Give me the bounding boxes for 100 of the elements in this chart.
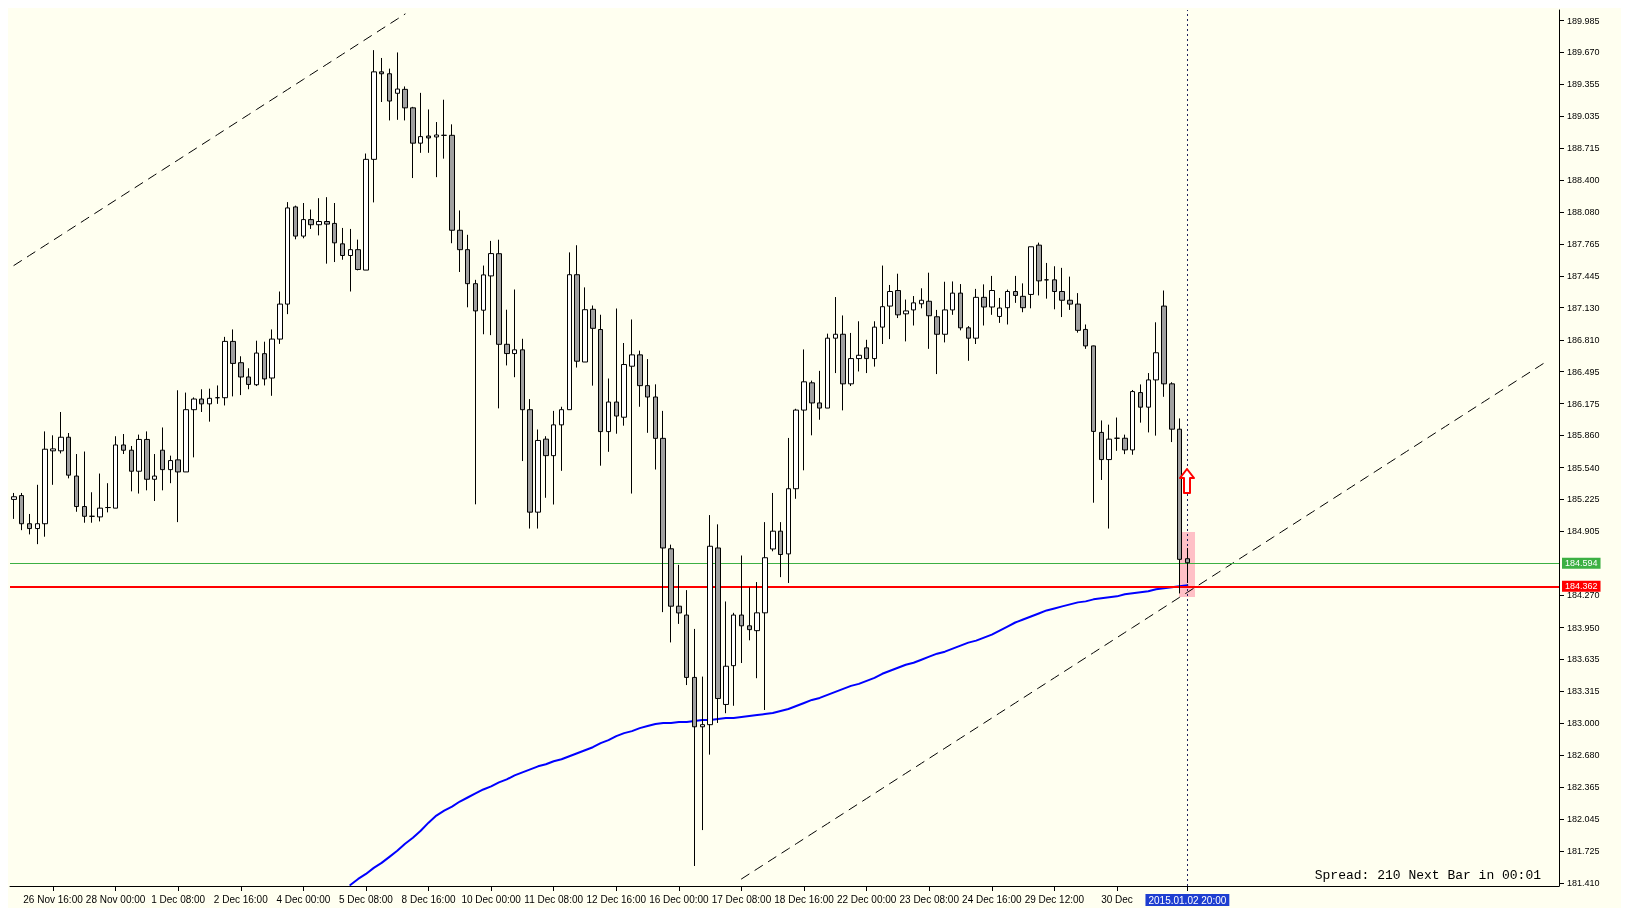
candlestick xyxy=(504,309,510,366)
candlestick xyxy=(966,325,971,362)
candlestick xyxy=(457,209,463,273)
candlestick xyxy=(919,287,924,309)
x-tick-label: 2 Dec 16:00 xyxy=(213,893,269,905)
candlestick xyxy=(1114,417,1120,452)
candlestick xyxy=(152,453,157,502)
ref-line-label: 184.594 xyxy=(1565,558,1598,569)
candlestick xyxy=(262,341,267,386)
candlestick xyxy=(1161,290,1167,398)
candlestick xyxy=(559,406,564,472)
candlestick xyxy=(199,388,204,413)
candlestick xyxy=(379,57,384,103)
candlestick xyxy=(308,209,314,230)
candlestick xyxy=(144,430,150,491)
line-series xyxy=(349,584,1189,886)
candlestick xyxy=(1169,381,1175,443)
candlestick xyxy=(817,370,822,421)
x-tick-label: 5 Dec 08:00 xyxy=(338,893,394,905)
candlestick xyxy=(441,99,447,160)
candlestick xyxy=(269,328,275,397)
x-tick-label: 16 Dec 00:00 xyxy=(649,893,710,905)
candlestick xyxy=(121,433,126,455)
candlestick xyxy=(129,445,134,492)
candlestick xyxy=(277,291,283,345)
x-tick-label: 18 Dec 16:00 xyxy=(774,893,835,905)
candlestick xyxy=(215,384,220,405)
candlestick xyxy=(324,196,330,265)
candlestick xyxy=(332,202,337,263)
candlestick xyxy=(762,521,768,711)
candlestick xyxy=(723,600,729,714)
candlestick xyxy=(700,676,705,831)
y-tick-label: 189.355 xyxy=(1567,78,1600,89)
y-tick-label: 186.495 xyxy=(1567,366,1600,377)
candlestick xyxy=(793,408,799,500)
annotation: Spread: 210 Next Bar in 00:01 xyxy=(1314,868,1542,883)
candlestick xyxy=(395,51,400,121)
candlestick xyxy=(1106,424,1112,530)
x-tick-label: 8 Dec 16:00 xyxy=(401,893,456,905)
y-tick-label: 182.365 xyxy=(1567,781,1600,792)
candlestick xyxy=(809,380,815,436)
x-tick-label: 23 Dec 08:00 xyxy=(899,893,960,905)
candlestick xyxy=(1130,389,1135,456)
y-tick-label: 187.765 xyxy=(1567,238,1600,249)
candlestick xyxy=(973,288,979,345)
x-tick-label: 1 Dec 08:00 xyxy=(151,893,206,905)
candlestick xyxy=(105,482,111,513)
candlestick xyxy=(254,340,259,387)
candlestick xyxy=(183,392,189,473)
y-tick-label: 183.950 xyxy=(1567,622,1600,633)
candlestick xyxy=(168,455,173,484)
candlestick xyxy=(833,296,838,374)
candlestick xyxy=(606,378,611,453)
candlestick xyxy=(911,295,916,326)
candlestick xyxy=(27,513,32,535)
candlestick xyxy=(543,435,549,499)
candlestick xyxy=(981,283,987,326)
candlestick xyxy=(864,339,869,374)
candlestick xyxy=(66,432,71,479)
candlestick xyxy=(175,389,181,523)
candlestick xyxy=(637,350,643,408)
candlestick xyxy=(1059,267,1065,318)
y-tick-label: 185.225 xyxy=(1567,494,1600,505)
x-tick-label: 28 Nov 00:00 xyxy=(85,893,146,905)
x-tick-label: 26 Nov 16:00 xyxy=(23,893,84,905)
candlestick xyxy=(496,239,502,409)
candlestick xyxy=(707,514,713,756)
candlestick xyxy=(840,314,846,411)
candlestick xyxy=(629,318,635,495)
candlestick xyxy=(692,628,697,867)
candlestick xyxy=(645,358,650,434)
candlestick xyxy=(136,434,142,495)
candlestick xyxy=(903,299,909,342)
candlestick xyxy=(1177,417,1182,594)
candlestick xyxy=(1020,282,1026,313)
candlestick xyxy=(739,555,744,664)
y-tick-label: 181.410 xyxy=(1567,877,1600,888)
candlestick xyxy=(285,201,290,315)
candlestick xyxy=(715,523,721,724)
candlestick xyxy=(582,286,588,363)
candlestick xyxy=(621,342,627,427)
candlestick xyxy=(301,202,306,239)
y-tick-label: 181.725 xyxy=(1567,846,1600,857)
candlestick xyxy=(434,121,439,178)
candlestick xyxy=(11,492,17,520)
candlestick xyxy=(348,228,353,293)
y-tick-label: 183.635 xyxy=(1567,654,1600,665)
x-tick-label: 30 Dec xyxy=(1101,893,1133,905)
candlestick xyxy=(880,265,885,345)
candlestick xyxy=(801,348,807,471)
candlestick xyxy=(512,289,517,378)
candlestick xyxy=(481,265,486,335)
x-tick-label: 29 Dec 12:00 xyxy=(1024,893,1085,905)
candlestick xyxy=(387,68,392,121)
y-tick-label: 186.810 xyxy=(1567,334,1600,345)
candlestick xyxy=(207,388,212,423)
candlestick xyxy=(1036,242,1042,296)
ref-line-label: 184.362 xyxy=(1565,581,1598,592)
candlestick xyxy=(410,106,416,179)
candlestick xyxy=(786,437,791,584)
